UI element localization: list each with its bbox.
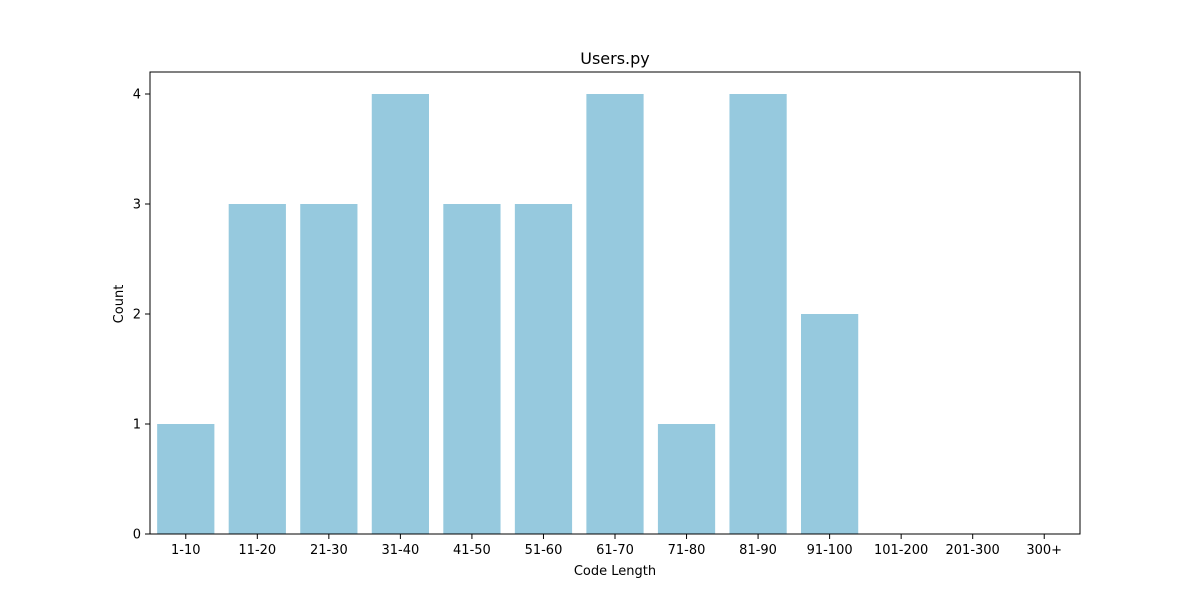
y-tick-label: 4	[133, 88, 141, 103]
x-tick-label: 61-70	[596, 543, 634, 558]
bar-81-90	[729, 94, 787, 534]
bar-1-10	[157, 424, 215, 534]
bar-31-40	[371, 94, 429, 534]
x-tick-label: 41-50	[453, 543, 491, 558]
bar-11-20	[228, 204, 286, 534]
bar-71-80	[657, 424, 716, 534]
x-tick-label: 11-20	[238, 543, 276, 558]
bars-layer	[157, 94, 859, 534]
bar-61-70	[586, 94, 644, 534]
y-tick-label: 2	[133, 308, 141, 323]
bar-21-30	[300, 204, 358, 534]
axes-layer: 1-10 11-20 21-30 31-40 41-50 51-60 61-70 71-80 8…	[133, 71, 1081, 558]
y-tick-label: 0	[133, 528, 141, 543]
x-tick-label: 101-200	[874, 543, 928, 558]
x-tick-label: 51-60	[525, 543, 563, 558]
x-tick-label: 201-300	[946, 543, 1000, 558]
bar-41-50	[443, 204, 501, 534]
x-tick-label: 300+	[1026, 543, 1062, 558]
x-tick-label: 21-30	[310, 543, 348, 558]
x-tick-label: 31-40	[381, 543, 419, 558]
x-tick-label: 1-10	[171, 543, 201, 558]
y-tick-label: 1	[133, 418, 141, 433]
y-tick-label: 3	[133, 198, 141, 213]
chart-title: Users.py	[580, 49, 650, 68]
x-tick-label: 81-90	[739, 543, 777, 558]
bar-91-100	[801, 314, 859, 534]
x-tick-label: 71-80	[668, 543, 706, 558]
x-tick-label: 91-100	[807, 543, 853, 558]
y-axis-label: Count	[112, 285, 127, 324]
x-axis-label: Code Length	[574, 564, 656, 579]
bar-51-60	[514, 204, 573, 534]
